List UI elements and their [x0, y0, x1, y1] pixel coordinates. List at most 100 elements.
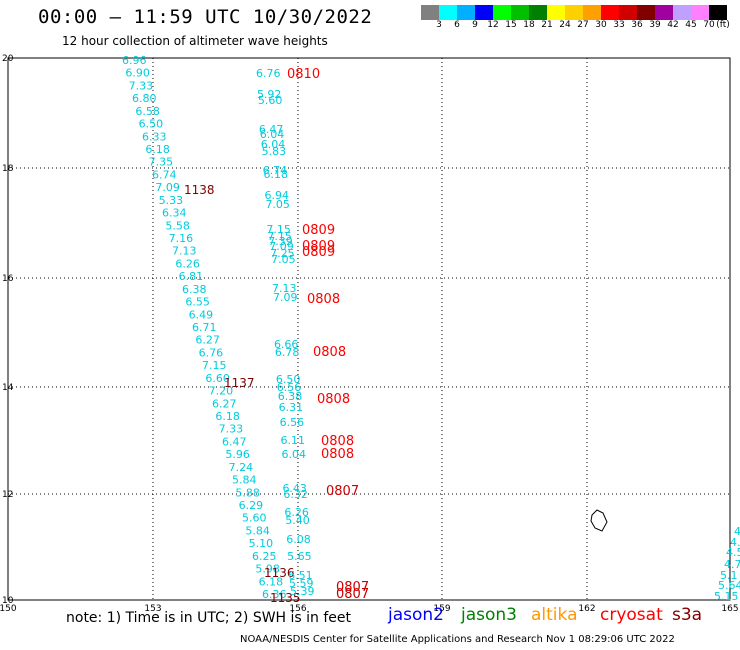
legend-swatch — [601, 5, 619, 20]
swh-value-label: 5.98 — [255, 563, 279, 576]
legend-swatch — [565, 5, 583, 20]
swh-value-label: 6.33 — [142, 130, 167, 143]
track-time-label: 0808 — [321, 434, 354, 449]
legend-swatch — [421, 5, 439, 20]
lon-tick-label: 153 — [144, 604, 161, 614]
legend-swatch — [691, 5, 709, 20]
legend-swatch — [709, 5, 727, 20]
swh-value-label: 6.78 — [275, 346, 300, 359]
swh-value-label: 7.15 — [267, 230, 292, 243]
swh-value-label: 7.05 — [265, 198, 290, 211]
swh-value-label: 5.15 — [714, 590, 739, 603]
swh-value-label: 6.27 — [212, 397, 237, 410]
legend-tick-label: 27 — [577, 20, 589, 30]
swh-value-label: 4. — [730, 536, 740, 549]
legend-swatch — [583, 5, 601, 20]
swh-value-label: 6.36 — [262, 588, 287, 601]
swh-value-label: 5.84 — [245, 524, 269, 537]
swh-value-label: 6.29 — [239, 499, 264, 512]
lat-tick-label: 16 — [2, 274, 14, 284]
lat-tick-label: 14 — [2, 383, 14, 393]
swh-value-label: 6.04 — [260, 128, 285, 141]
footer-note: note: 1) Time is in UTC; 2) SWH is in fe… — [66, 610, 352, 626]
lat-tick-label: 18 — [2, 164, 14, 174]
swh-value-label: 5.59 — [289, 577, 314, 590]
swh-value-label: 7.05 — [271, 253, 296, 266]
legend-tick-label: 15 — [505, 20, 517, 30]
swh-value-label: 7.15 — [202, 359, 227, 372]
legend-tick-label: 3 — [436, 20, 442, 30]
legend-swatch — [547, 5, 565, 20]
track-time-label: 1137 — [224, 376, 255, 390]
track-time-label: 1136 — [264, 566, 295, 580]
legend-tick-label: 6 — [454, 20, 460, 30]
swh-value-label: 7.25 — [270, 247, 295, 260]
track-time-label: 0808 — [313, 345, 346, 360]
swh-value-label: 5.84 — [232, 474, 257, 487]
swh-value-label: 6.18 — [145, 143, 170, 156]
swh-value-label: 5.60 — [242, 512, 267, 525]
swh-value-label: 7.33 — [219, 423, 244, 436]
swh-value-label: 5.33 — [159, 194, 184, 207]
legend-swatch — [493, 5, 511, 20]
swh-value-label: 5.65 — [287, 550, 312, 563]
swh-value-label: 6.26 — [284, 506, 309, 519]
swh-value-label: 7.09 — [269, 240, 294, 253]
swh-value-label: 7.13 — [272, 282, 297, 295]
swh-value-label: 5.64 — [718, 579, 740, 592]
swh-value-label: 5.40 — [285, 514, 310, 527]
legend-swatch — [529, 5, 547, 20]
legend-tick-label: 24 — [559, 20, 571, 30]
track-time-label: 0807 — [336, 587, 369, 602]
lat-tick-label: 20 — [2, 54, 14, 64]
swh-value-label: 6.18 — [215, 410, 240, 423]
swh-value-label: 6.50 — [276, 373, 301, 386]
swh-value-label: 6.49 — [189, 308, 214, 321]
legend-swatch — [439, 5, 457, 20]
legend-tick-label: 39 — [649, 20, 661, 30]
swh-value-label: 7.20 — [209, 385, 234, 398]
track-time-label: 1138 — [184, 183, 215, 197]
legend-tick-label: 12 — [487, 20, 499, 30]
swh-value-label: 6.04 — [261, 138, 286, 151]
swh-value-label: 4.7 — [724, 558, 740, 571]
swh-value-label: 7.15 — [266, 223, 291, 236]
legend-tick-label: 70 — [703, 20, 715, 30]
swh-value-label: 6.04 — [282, 448, 307, 461]
swh-value-label: 5.58 — [165, 219, 190, 232]
swh-value-label: 4.5 — [726, 546, 740, 559]
swh-value-label: 5.88 — [235, 486, 259, 499]
legend-swatch — [457, 5, 475, 20]
swh-value-label: 6.58 — [135, 105, 160, 118]
legend-tick-label: 45 — [685, 20, 697, 30]
swh-value-label: 6.47 — [259, 123, 284, 136]
swh-value-label: 6.34 — [162, 207, 187, 220]
track-time-label: 0809 — [302, 245, 335, 260]
swh-value-label: 7.13 — [172, 245, 197, 258]
legend-tick-label: 36 — [631, 20, 643, 30]
swh-value-label: 6.51 — [288, 569, 313, 582]
page-title: 00:00 – 11:59 UTC 10/30/2022 — [38, 6, 373, 28]
legend-swatch — [475, 5, 493, 20]
swh-value-label: 6.71 — [192, 321, 217, 334]
swh-value-label: 6.56 — [277, 381, 302, 394]
swh-value-label: 5.92 — [257, 88, 282, 101]
legend-altika: altika — [531, 605, 578, 625]
swh-value-label: 5.1 — [720, 569, 738, 582]
swh-value-label: 6.38 — [182, 283, 207, 296]
swh-value-label: 6.74 — [152, 168, 177, 181]
swh-value-label: 6.80 — [132, 92, 157, 105]
swh-value-label: 6.38 — [278, 390, 303, 403]
swh-value-label: 6.74 — [263, 164, 288, 177]
color-scale-legend — [421, 5, 727, 20]
legend-cryosat: cryosat — [600, 605, 663, 625]
track-time-label: 0807 — [326, 484, 359, 499]
lon-tick-label: 150 — [0, 604, 17, 614]
swh-value-label: 6.66 — [274, 338, 299, 351]
swh-value-label: 5.96 — [225, 448, 250, 461]
swh-value-label: 6.08 — [286, 533, 311, 546]
legend-swatch — [673, 5, 691, 20]
track-time-label: 0808 — [307, 292, 340, 307]
lat-tick-label: 12 — [2, 490, 13, 500]
swh-value-label: 5.39 — [290, 585, 315, 598]
